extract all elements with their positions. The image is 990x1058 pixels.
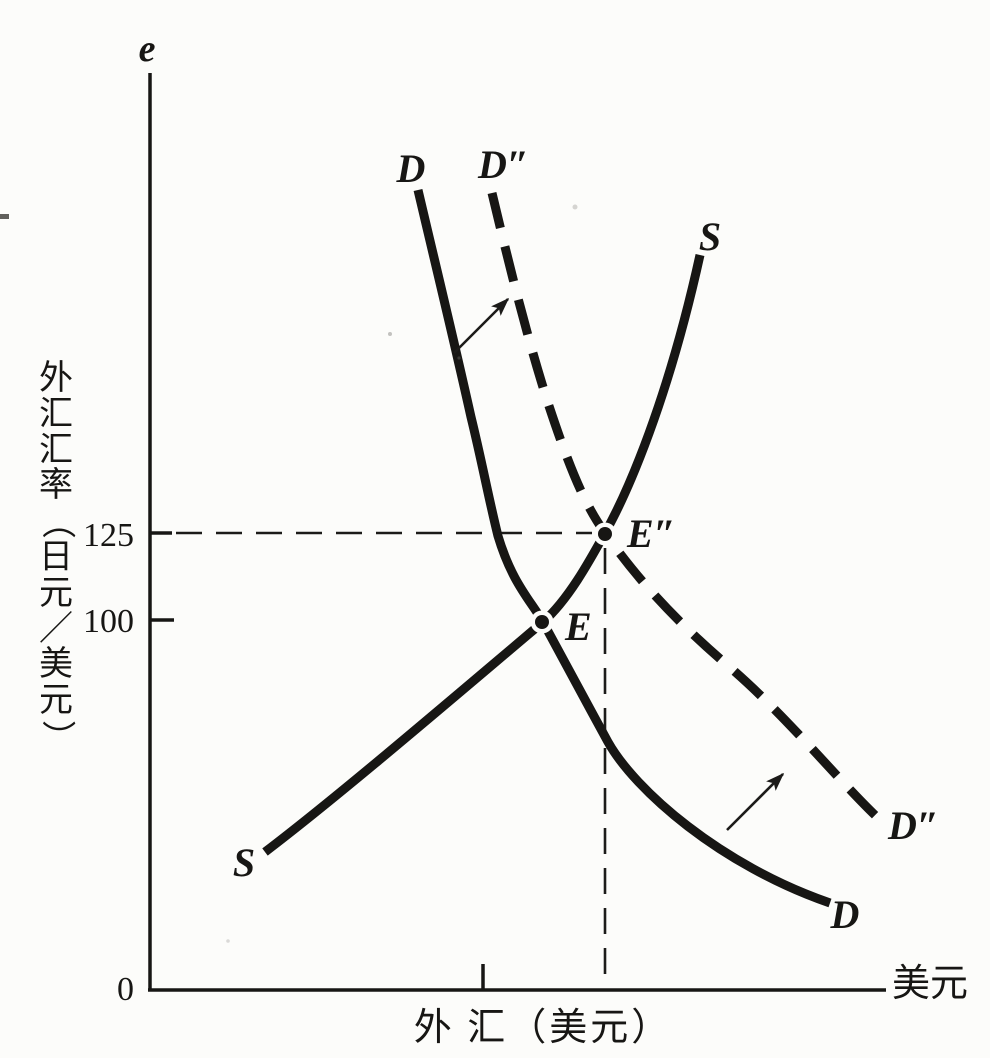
scan-artifact-dot — [572, 204, 578, 210]
scan-artifact-dot — [388, 332, 392, 336]
origin-label: 0 — [117, 971, 134, 1008]
y-axis-title-char: ） — [37, 719, 75, 754]
y-axis-title-char: 美 — [39, 646, 73, 684]
x-axis-title: 外 汇（美元） — [414, 1007, 673, 1049]
scan-artifact-edge — [0, 214, 9, 219]
shifted-demand-label-bottom: D″ — [887, 803, 939, 848]
scan-artifact-dot — [226, 939, 230, 943]
y-axis-title-char: 汇 — [39, 395, 73, 433]
y-axis-title-char: （ — [37, 505, 75, 540]
y-tick-label-125: 125 — [83, 517, 134, 554]
demand-label-bottom: D — [830, 892, 860, 937]
y-axis-title: 外 汇 汇 率 （ 日 元 ／ 美 元 ） — [34, 361, 78, 755]
equilibrium-E-label: E — [564, 604, 592, 649]
point-E2 — [598, 527, 612, 541]
scan-artifact-dot — [457, 356, 461, 360]
y-axis-title-char: 日 — [39, 538, 73, 576]
y-axis-symbol: e — [139, 28, 156, 70]
y-axis-title-char: 外 — [39, 360, 73, 397]
equilibrium-E2-label: E″ — [626, 511, 676, 556]
y-tick-label-100: 100 — [83, 603, 134, 640]
y-axis-title-char: 元 — [39, 682, 73, 720]
y-axis-title-char: ／ — [39, 610, 73, 648]
y-axis-title-char: 元 — [39, 574, 73, 612]
shifted-demand-curve-D2 — [487, 191, 882, 822]
supply-label-top: S — [699, 214, 721, 259]
supply-curve-S — [262, 254, 705, 856]
y-axis-title-char: 率 — [39, 467, 73, 505]
shift-arrow-lower — [726, 772, 785, 831]
x-axis-end-label: 美元 — [892, 963, 968, 1005]
shift-arrow-upper — [453, 297, 510, 354]
demand-curve-D — [413, 188, 832, 908]
demand-label-top: D — [396, 146, 426, 191]
supply-label-bottom: S — [233, 840, 255, 885]
shifted-demand-label-top: D″ — [477, 142, 529, 187]
y-axis-title-char: 汇 — [39, 431, 73, 469]
point-E — [535, 615, 549, 629]
